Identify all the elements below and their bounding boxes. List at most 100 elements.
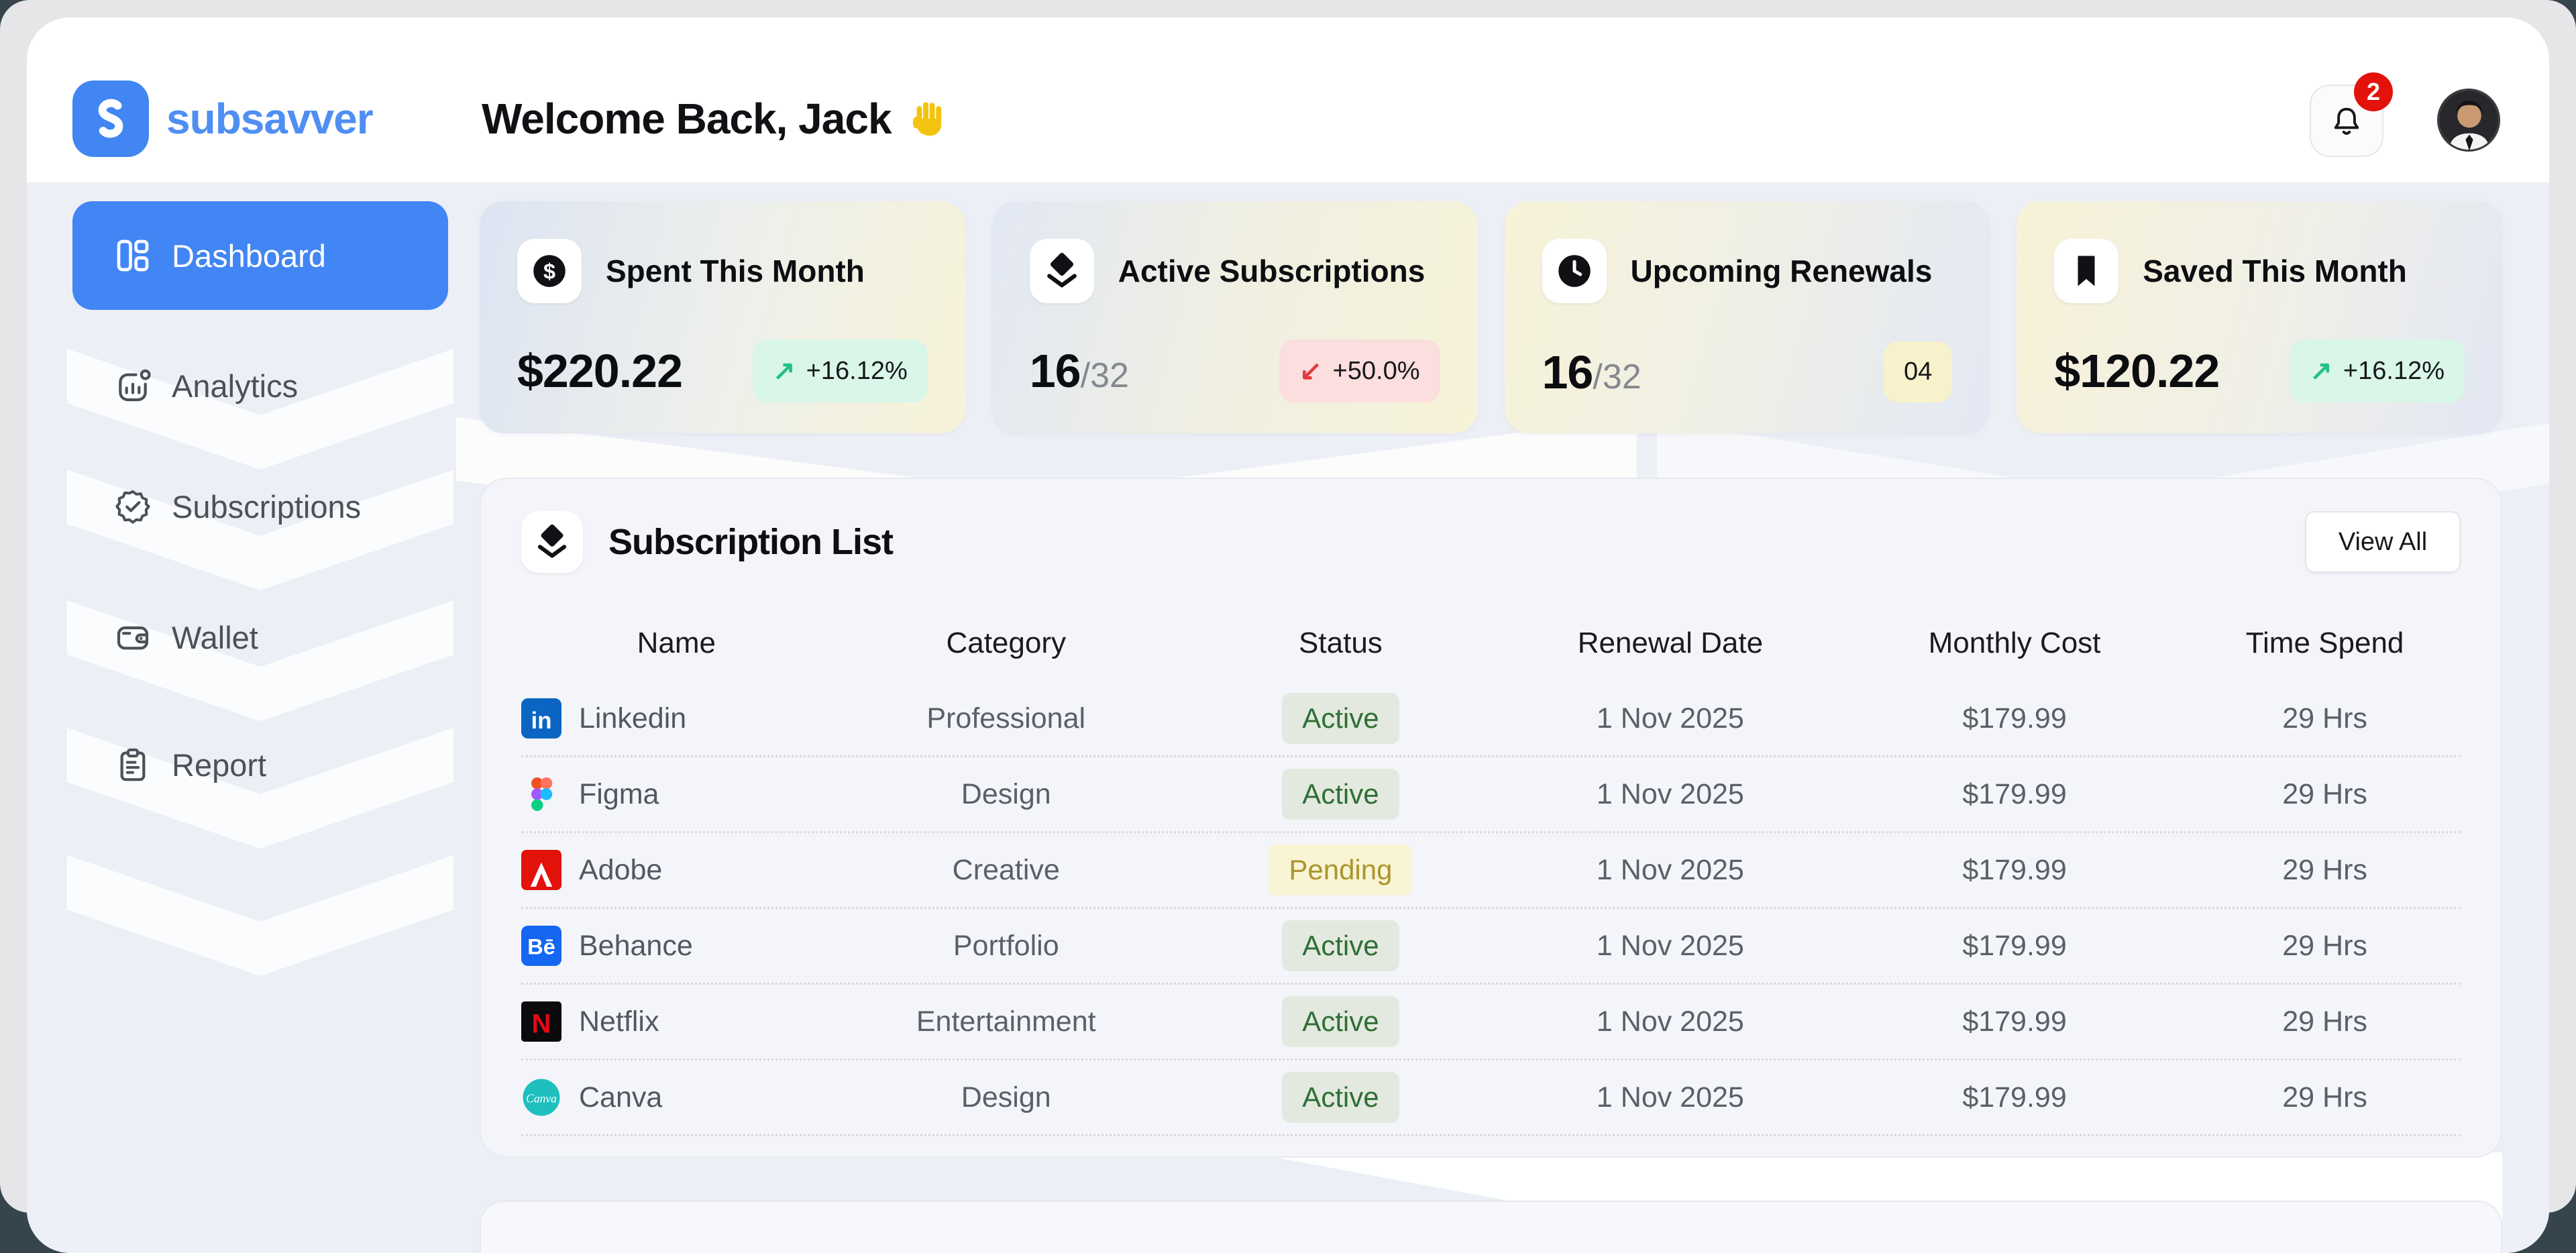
sidebar-item-label: Analytics — [172, 368, 298, 404]
subscription-name: Figma — [579, 778, 659, 811]
time-spend: 29 Hrs — [2189, 854, 2461, 887]
table-row-linkedin[interactable]: in Linkedin Professional Active 1 Nov 20… — [521, 682, 2461, 757]
desktop-frame: subsavver Welcome Back, Jack 2 — [0, 0, 2576, 1213]
stat-value: 16 — [1542, 346, 1593, 398]
renewal-date: 1 Nov 2025 — [1501, 1005, 1840, 1038]
sidebar-item-label: Subscriptions — [172, 488, 361, 525]
sidebar-item-report[interactable]: Report — [72, 734, 448, 796]
sidebar-item-dashboard[interactable]: Dashboard — [72, 201, 448, 310]
stat-cards-row: $ Spent This Month $220.22 ↗ +16.12% — [480, 201, 2502, 433]
trend-value: +16.12% — [806, 357, 908, 386]
status-badge: Active — [1282, 996, 1399, 1047]
renewal-date: 1 Nov 2025 — [1501, 702, 1840, 735]
renewal-date: 1 Nov 2025 — [1501, 854, 1840, 887]
logo-icon — [72, 80, 149, 157]
subscription-name: Adobe — [579, 854, 662, 887]
monthly-cost: $179.99 — [1840, 854, 2189, 887]
status-badge: Active — [1282, 693, 1399, 744]
svg-text:$: $ — [543, 259, 555, 283]
table-row-adobe[interactable]: Adobe Creative Pending 1 Nov 2025 $179.9… — [521, 833, 2461, 909]
adobe-icon — [521, 850, 561, 890]
column-header-time-spend: Time Spend — [2189, 626, 2461, 660]
page-title-row: Welcome Back, Jack — [482, 79, 948, 158]
report-icon — [114, 746, 152, 783]
column-header-name: Name — [521, 626, 832, 660]
status-badge: Active — [1282, 769, 1399, 820]
time-spend: 29 Hrs — [2189, 1005, 2461, 1038]
subscription-category: Portfolio — [832, 930, 1181, 963]
canva-icon: Canva — [521, 1077, 561, 1118]
waving-hand-icon — [909, 99, 948, 138]
table-row-netflix[interactable]: N Netflix Entertainment Active 1 Nov 202… — [521, 985, 2461, 1060]
monthly-cost: $179.99 — [1840, 702, 2189, 735]
table-body: in Linkedin Professional Active 1 Nov 20… — [521, 682, 2461, 1136]
sidebar-item-wallet[interactable]: Wallet — [72, 606, 448, 668]
arrow-down-left-icon: ↙ — [1299, 356, 1322, 386]
status-badge: Active — [1282, 1072, 1399, 1123]
layers-icon — [1030, 239, 1094, 303]
bookmark-icon — [2054, 239, 2118, 303]
sidebar-item-subscriptions[interactable]: Subscriptions — [72, 476, 448, 537]
svg-text:N: N — [532, 1009, 551, 1038]
svg-text:in: in — [531, 708, 551, 734]
time-spend: 29 Hrs — [2189, 702, 2461, 735]
clock-icon — [1542, 239, 1607, 303]
dashboard-icon — [114, 237, 152, 274]
column-header-status: Status — [1181, 626, 1501, 660]
stat-title: Saved This Month — [2143, 253, 2407, 289]
wallet-icon — [114, 618, 152, 656]
column-header-monthly-cost: Monthly Cost — [1840, 626, 2189, 660]
layers-icon — [521, 511, 583, 573]
table-header-row: Name Category Status Renewal Date Monthl… — [521, 620, 2461, 667]
subscription-name: Canva — [579, 1081, 662, 1114]
time-spend: 29 Hrs — [2189, 930, 2461, 963]
monthly-cost: $179.99 — [1840, 930, 2189, 963]
linkedin-icon: in — [521, 698, 561, 739]
welcome-title: Welcome Back, Jack — [482, 94, 892, 144]
subscription-category: Creative — [832, 854, 1181, 887]
avatar-image — [2439, 91, 2500, 151]
table-row-canva[interactable]: Canva Canva Design Active 1 Nov 2025 $17… — [521, 1060, 2461, 1136]
sidebar-item-label: Report — [172, 747, 266, 783]
status-badge: Active — [1282, 920, 1399, 971]
trend-value: +16.12% — [2343, 357, 2445, 386]
notification-count-badge: 2 — [2354, 72, 2393, 111]
sidebar-item-label: Wallet — [172, 619, 258, 656]
sidebar-item-analytics[interactable]: Analytics — [72, 355, 448, 417]
dollar-circle-icon: $ — [517, 239, 582, 303]
renewal-date: 1 Nov 2025 — [1501, 930, 1840, 963]
renewal-date: 1 Nov 2025 — [1501, 778, 1840, 811]
subscription-category: Entertainment — [832, 1005, 1181, 1038]
stat-card-active-subscriptions: Active Subscriptions 16/32 ↙ +50.0% — [992, 201, 1478, 433]
status-badge: Pending — [1269, 845, 1412, 895]
notifications-button[interactable]: 2 — [2310, 85, 2383, 157]
table-row-figma[interactable]: Figma Design Active 1 Nov 2025 $179.99 2… — [521, 757, 2461, 833]
monthly-cost: $179.99 — [1840, 1005, 2189, 1038]
view-all-button[interactable]: View All — [2305, 511, 2461, 573]
netflix-icon: N — [521, 1001, 561, 1042]
stat-value: $220.22 — [517, 345, 682, 397]
count-value: 04 — [1904, 358, 1932, 386]
s-mark-icon — [87, 95, 135, 143]
brand-name: subsavver — [166, 94, 373, 144]
table-row-behance[interactable]: Bē Behance Portfolio Active 1 Nov 2025 $… — [521, 909, 2461, 985]
figma-icon — [521, 774, 561, 814]
svg-text:Bē: Bē — [527, 935, 555, 959]
subscription-category: Design — [832, 1081, 1181, 1114]
stat-value: 16 — [1030, 345, 1081, 397]
app-logo[interactable]: subsavver — [72, 79, 373, 158]
stat-card-upcoming-renewals: Upcoming Renewals 16/32 04 — [1505, 201, 1990, 433]
bell-icon — [2329, 103, 2364, 138]
trend-badge: ↗ +16.12% — [2290, 339, 2465, 402]
analytics-icon — [114, 367, 152, 404]
subscription-name: Behance — [579, 930, 693, 963]
count-badge: 04 — [1884, 341, 1952, 402]
next-panel-edge — [480, 1201, 2502, 1253]
behance-icon: Bē — [521, 926, 561, 966]
subscription-category: Design — [832, 778, 1181, 811]
subscription-name: Netflix — [579, 1005, 659, 1038]
user-avatar[interactable] — [2437, 89, 2500, 152]
subscription-name: Linkedin — [579, 702, 686, 735]
trend-badge: ↗ +16.12% — [753, 339, 928, 402]
stat-value: $120.22 — [2054, 345, 2219, 397]
